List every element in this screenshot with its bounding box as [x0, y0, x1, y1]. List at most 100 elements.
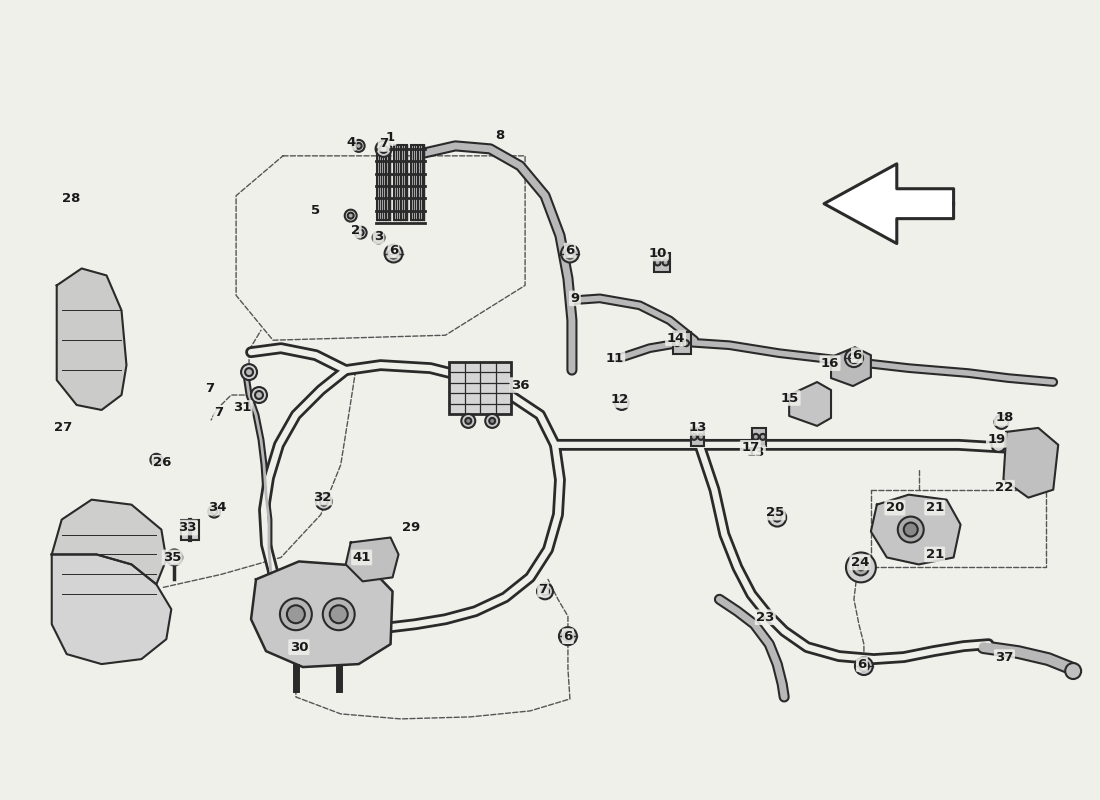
- Circle shape: [773, 514, 781, 522]
- Text: 18: 18: [996, 411, 1013, 425]
- Text: 1: 1: [386, 131, 395, 145]
- Bar: [394, 146, 407, 220]
- Text: 7: 7: [379, 138, 388, 150]
- Polygon shape: [824, 164, 954, 243]
- Circle shape: [379, 145, 387, 153]
- Text: 7: 7: [205, 382, 213, 394]
- Circle shape: [287, 606, 305, 623]
- Text: 6: 6: [852, 349, 861, 362]
- Circle shape: [904, 522, 917, 537]
- Bar: [182, 519, 199, 539]
- Text: 34: 34: [208, 501, 227, 514]
- Bar: [377, 146, 390, 220]
- Circle shape: [465, 418, 471, 424]
- Circle shape: [358, 230, 364, 235]
- Text: 22: 22: [996, 481, 1013, 494]
- Bar: [752, 428, 767, 446]
- Circle shape: [855, 657, 873, 675]
- Circle shape: [852, 559, 869, 575]
- Circle shape: [355, 143, 362, 149]
- Circle shape: [768, 509, 786, 526]
- Bar: [691, 428, 704, 446]
- Text: 37: 37: [996, 650, 1013, 664]
- Text: 16: 16: [821, 357, 839, 370]
- Text: 24: 24: [850, 556, 869, 569]
- Circle shape: [683, 340, 689, 346]
- Circle shape: [211, 509, 217, 514]
- Text: 28: 28: [63, 192, 81, 206]
- Circle shape: [541, 587, 549, 595]
- Circle shape: [153, 457, 159, 462]
- Text: 31: 31: [233, 402, 251, 414]
- Circle shape: [330, 606, 348, 623]
- Circle shape: [316, 494, 332, 510]
- Circle shape: [322, 598, 354, 630]
- Bar: [672, 332, 691, 354]
- Text: 21: 21: [925, 501, 944, 514]
- Text: 13: 13: [689, 422, 706, 434]
- Circle shape: [255, 391, 263, 399]
- Circle shape: [858, 565, 864, 570]
- Text: 27: 27: [54, 422, 72, 434]
- Text: 6: 6: [565, 244, 574, 257]
- Circle shape: [563, 631, 573, 641]
- Circle shape: [994, 415, 1009, 429]
- Circle shape: [561, 245, 579, 262]
- Text: 25: 25: [766, 506, 784, 519]
- Text: 35: 35: [163, 551, 182, 564]
- Circle shape: [461, 414, 475, 428]
- Circle shape: [615, 396, 629, 410]
- Circle shape: [752, 434, 759, 440]
- Polygon shape: [871, 494, 960, 565]
- Polygon shape: [57, 269, 126, 410]
- Circle shape: [348, 213, 354, 218]
- Text: 5: 5: [311, 204, 320, 217]
- Circle shape: [849, 353, 859, 363]
- Circle shape: [537, 583, 553, 599]
- Text: 6: 6: [563, 630, 573, 642]
- Bar: [653, 253, 670, 273]
- Circle shape: [151, 454, 163, 466]
- Circle shape: [241, 364, 257, 380]
- Text: 30: 30: [289, 641, 308, 654]
- Circle shape: [385, 245, 403, 262]
- Circle shape: [559, 627, 576, 645]
- Text: 9: 9: [571, 292, 580, 305]
- Text: 32: 32: [312, 491, 331, 504]
- Circle shape: [490, 418, 495, 424]
- Text: 4: 4: [346, 136, 355, 150]
- Circle shape: [375, 141, 392, 157]
- Circle shape: [388, 249, 398, 258]
- Circle shape: [354, 226, 366, 238]
- Circle shape: [845, 349, 862, 367]
- Text: 12: 12: [610, 394, 629, 406]
- Polygon shape: [52, 500, 166, 584]
- Circle shape: [208, 506, 220, 518]
- Text: 6: 6: [857, 658, 867, 670]
- Circle shape: [760, 434, 766, 440]
- Polygon shape: [1003, 428, 1058, 498]
- Text: 19: 19: [988, 434, 1005, 446]
- Circle shape: [166, 550, 183, 566]
- Circle shape: [1065, 663, 1081, 679]
- Circle shape: [654, 259, 661, 266]
- Circle shape: [991, 438, 1005, 452]
- Text: 36: 36: [510, 378, 529, 391]
- Circle shape: [279, 598, 311, 630]
- Text: 17: 17: [741, 442, 759, 454]
- Text: 41: 41: [352, 551, 371, 564]
- Polygon shape: [830, 347, 871, 386]
- Circle shape: [353, 140, 364, 152]
- Text: 6: 6: [389, 244, 398, 257]
- Circle shape: [251, 387, 267, 403]
- Text: 3: 3: [374, 230, 383, 243]
- Text: 23: 23: [756, 610, 774, 624]
- Text: 15: 15: [781, 391, 800, 405]
- Text: 29: 29: [403, 521, 420, 534]
- Circle shape: [373, 231, 385, 243]
- Text: 14: 14: [667, 332, 684, 345]
- Text: 11: 11: [606, 352, 624, 365]
- Circle shape: [485, 414, 499, 428]
- Text: 26: 26: [153, 456, 172, 470]
- Bar: [450, 362, 512, 414]
